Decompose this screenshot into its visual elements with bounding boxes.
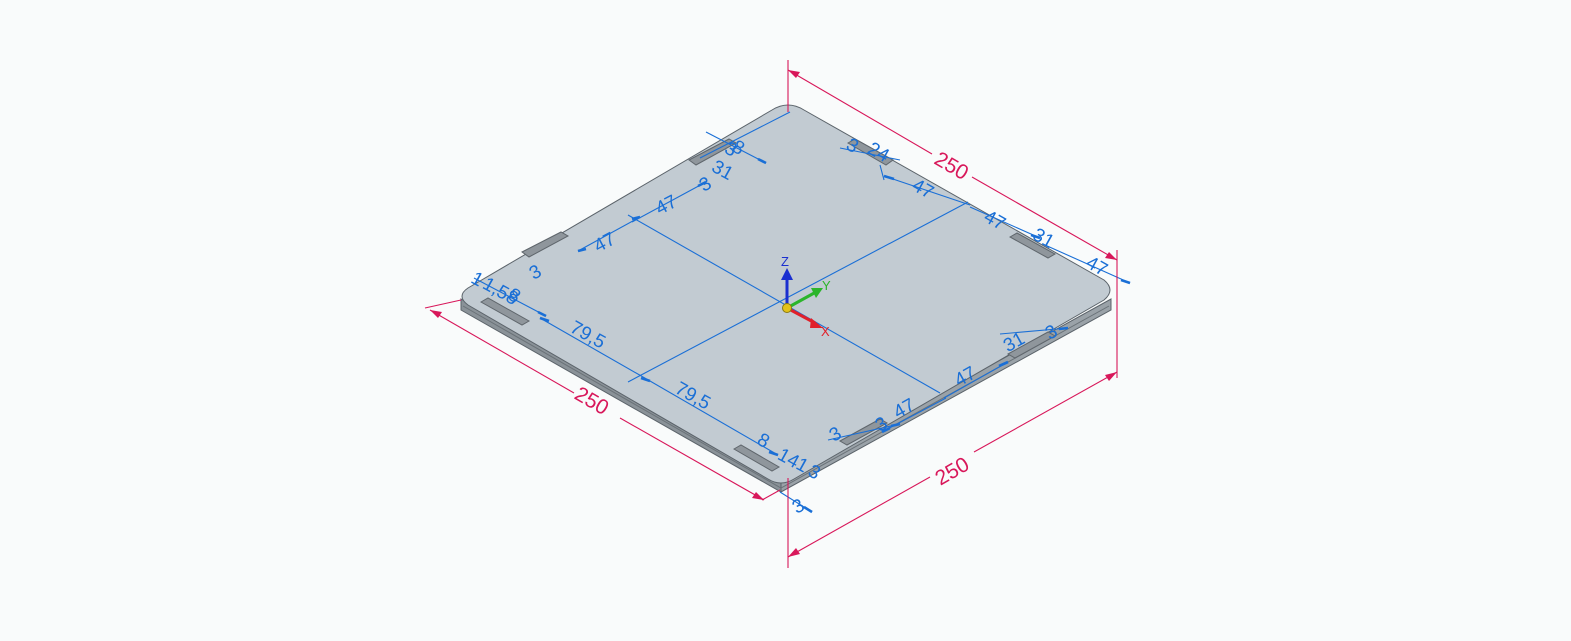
triad-y-arrow [811,288,823,298]
triad-origin[interactable] [782,303,792,313]
triad-z-arrow [781,268,793,280]
plate-slots [479,138,1057,472]
coordinate-triad[interactable]: Z Y X [781,254,831,339]
arrow-left-b [752,492,764,500]
sketch-edge-top [699,111,791,159]
sketch-dimensions[interactable]: 47 47 47 47 47 47 47 79,5 79,5 31 31 31 … [467,131,1131,519]
slot-front-left [732,444,781,472]
arrow-left-a [430,310,442,318]
arrow-front-b [1105,372,1117,381]
triad-x-label: X [821,324,830,339]
arrow-top-a [788,70,800,78]
triad-z-label: Z [781,254,789,269]
slot-top-right [846,138,894,166]
dim-250-front[interactable]: 250 [931,453,973,490]
triad-x-arrow [810,318,823,328]
arrow-front-a [788,548,800,557]
slot-left-lower [479,297,531,326]
dim-250-top[interactable]: 250 [930,147,972,184]
slot-left-upper [521,231,570,258]
arrow-top-b [1105,252,1117,260]
centerline-right-diag [627,201,969,383]
triad-y-label: Y [822,278,831,293]
slot-right-upper [1008,232,1057,259]
sketch-edge-right [879,164,885,181]
slot-right-lower [1006,331,1057,359]
triad-y-axis [786,290,817,310]
triad-x-axis [786,306,816,325]
